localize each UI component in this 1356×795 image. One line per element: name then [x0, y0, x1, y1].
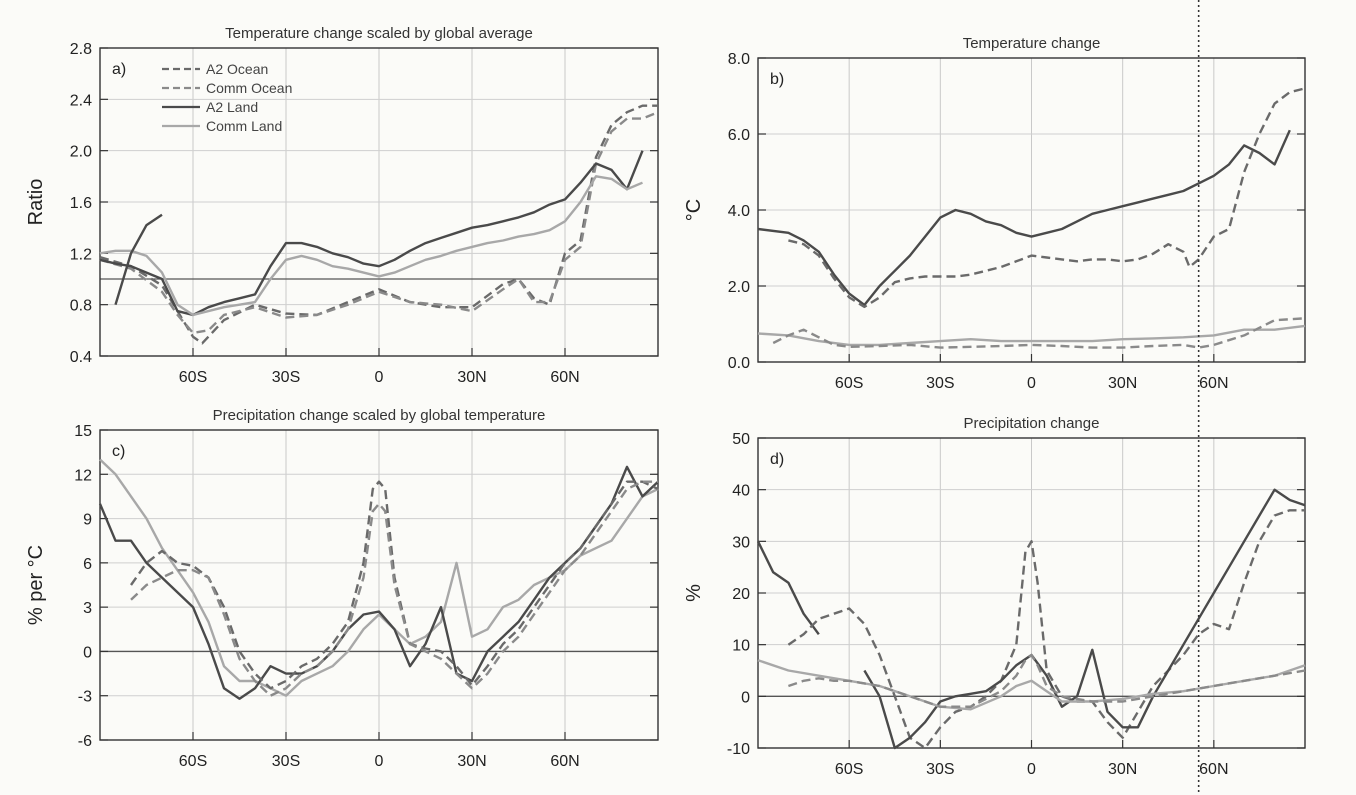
x-tick-label: 30N: [457, 369, 486, 386]
y-axis-label: % per °C: [25, 545, 47, 625]
x-tick-label: 60N: [1199, 761, 1228, 778]
y-tick-label: 2.8: [70, 41, 92, 58]
panel-label: c): [112, 443, 125, 460]
y-axis-label: °C: [683, 199, 705, 221]
y-tick-label: 0.4: [70, 349, 92, 366]
x-tick-label: 0: [375, 369, 384, 386]
y-tick-label: 1.2: [70, 246, 92, 263]
x-tick-label: 30S: [272, 753, 300, 770]
x-tick-label: 60N: [550, 753, 579, 770]
y-axis-label: Ratio: [25, 179, 47, 226]
chart-title: Precipitation change scaled by global te…: [213, 407, 546, 424]
series-line-comm-ocean: [130, 480, 658, 697]
y-tick-label: 2.0: [728, 279, 750, 296]
series-line-a2-land: [98, 465, 659, 700]
y-tick-label: -3: [78, 689, 92, 706]
x-tick-label: 30S: [926, 375, 954, 392]
series-line-comm-ocean: [788, 653, 1306, 708]
y-tick-label: -6: [78, 733, 92, 750]
y-tick-label: 40: [732, 483, 750, 500]
legend-label: Comm Land: [206, 118, 282, 134]
x-tick-label: 60S: [179, 753, 207, 770]
legend-label: Comm Ocean: [206, 80, 292, 96]
y-tick-label: 0: [83, 644, 92, 661]
panel-label: a): [112, 61, 126, 78]
series-line-comm-ocean: [772, 317, 1306, 349]
series-line-a2-ocean: [788, 87, 1306, 309]
series-line-comm-ocean: [99, 111, 659, 335]
y-tick-label: 0.0: [728, 355, 750, 372]
y-tick-label: 0.8: [70, 298, 92, 315]
panel-label: b): [770, 71, 784, 88]
x-tick-label: 60S: [835, 375, 863, 392]
y-tick-label: 9: [83, 512, 92, 529]
y-tick-label: 1.6: [70, 195, 92, 212]
series-line-a2-ocean: [130, 480, 659, 690]
legend-label: A2 Ocean: [206, 61, 268, 77]
y-tick-label: 6.0: [728, 127, 750, 144]
x-tick-label: 30N: [1108, 761, 1137, 778]
x-tick-label: 30S: [272, 369, 300, 386]
y-tick-label: 6: [83, 556, 92, 573]
chart-panel-d: -10 0 10 20 30 40 50 60S 30S 0 30N 60N Precipitation…: [683, 0, 1306, 795]
y-tick-label: 3: [83, 600, 92, 617]
y-tick-label: 0: [741, 689, 750, 706]
x-tick-label: 30N: [1108, 375, 1137, 392]
x-tick-label: 0: [1027, 761, 1036, 778]
series-line-a2-land: [99, 150, 644, 317]
chart-panel-a: 0.4 0.8 1.2 1.6 2.0 2.4 2.8 60S 30S 0 30N 60N Temper…: [25, 25, 659, 386]
y-tick-label: 4.0: [728, 203, 750, 220]
y-tick-label: 10: [732, 638, 750, 655]
series-line-a2-land: [757, 129, 1291, 307]
series-line-a2-ocean: [787, 509, 1305, 750]
series-line-a2-land: [863, 488, 1306, 750]
series-line-unnamed: [114, 213, 163, 306]
chart-title: Precipitation change: [964, 415, 1100, 432]
x-tick-label: 60S: [835, 761, 863, 778]
x-tick-label: 60S: [179, 369, 207, 386]
series-line-comm-land: [99, 175, 643, 317]
chart-title: Temperature change scaled by global aver…: [225, 25, 533, 42]
chart-panel-c: -6 -3 0 3 6 9 12 15 60S 30S 0 30N 60N Precipitation c…: [25, 407, 659, 770]
chart-panel-b: 0.0 2.0 4.0 6.0 8.0 60S 30S 0 30N 60N Temperature …: [683, 0, 1306, 795]
x-tick-label: 0: [1027, 375, 1036, 392]
y-tick-label: 2.4: [70, 92, 92, 109]
x-tick-label: 0: [375, 753, 384, 770]
x-tick-label: 60N: [1199, 375, 1228, 392]
y-tick-label: -10: [727, 741, 750, 758]
x-tick-label: 30S: [926, 761, 954, 778]
y-axis-label: %: [683, 584, 705, 602]
y-tick-label: 12: [74, 467, 92, 484]
series-line-comm-land: [757, 324, 1306, 347]
panel-label: d): [770, 451, 784, 468]
x-tick-label: 30N: [457, 753, 486, 770]
y-tick-label: 30: [732, 534, 750, 551]
y-tick-label: 50: [732, 431, 750, 448]
legend-label: A2 Land: [206, 99, 258, 115]
series-line-a2-land: [756, 540, 820, 636]
y-tick-label: 2.0: [70, 144, 92, 161]
y-tick-label: 8.0: [728, 51, 750, 68]
y-tick-label: 20: [732, 586, 750, 603]
y-tick-label: 15: [74, 423, 92, 440]
x-tick-label: 60N: [550, 369, 579, 386]
chart-title: Temperature change: [963, 35, 1101, 52]
